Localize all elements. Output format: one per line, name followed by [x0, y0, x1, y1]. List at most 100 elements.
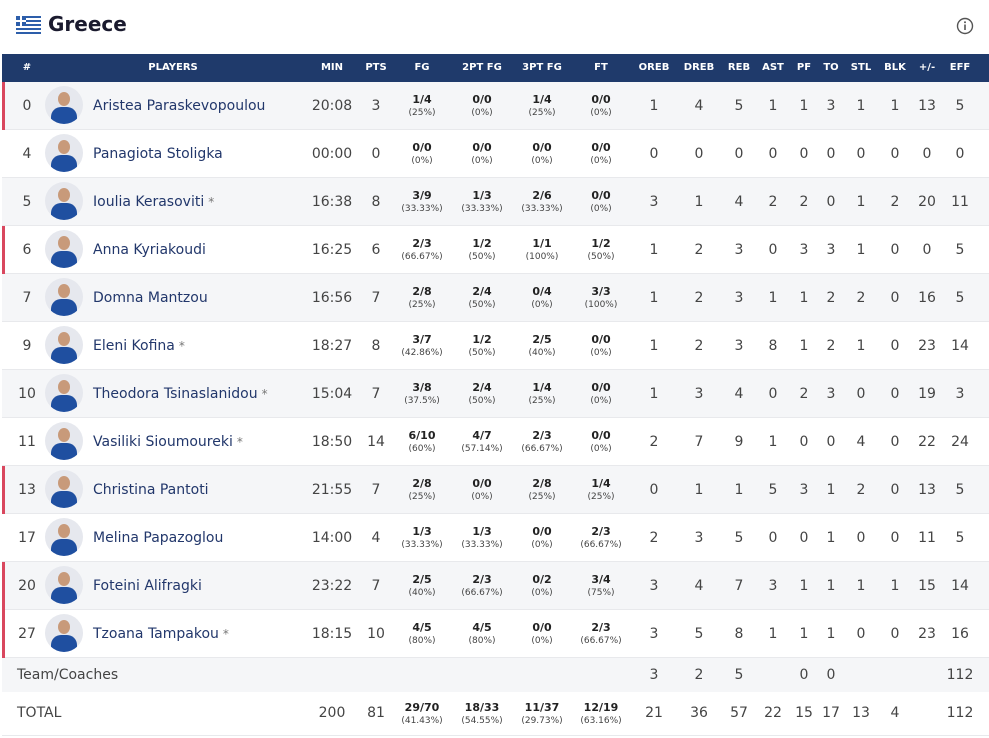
shooting-cell: 2/6 (33.33%) — [521, 189, 562, 215]
shooting-cell: 12/19 (63.16%) — [580, 701, 621, 727]
percentage: (33.33%) — [521, 204, 563, 214]
avatar-head — [58, 140, 70, 154]
name-text[interactable]: Domna Mantzou — [93, 290, 208, 306]
stat-cell: 8 — [768, 338, 778, 354]
stat-cell: 16:38 — [311, 194, 353, 210]
shooting-cell: 1/3 (33.33%) — [461, 525, 502, 551]
stat-cell: 0 — [799, 667, 809, 683]
shooting-cell: 0/0 (0%) — [590, 141, 611, 167]
name-text[interactable]: Anna Kyriakoudi — [93, 242, 206, 258]
stat-cell: 00:00 — [311, 146, 353, 162]
stat-cell: 3 — [649, 194, 659, 210]
shooting-cell: 4/7 (57.14%) — [461, 429, 502, 455]
stat-cell: 5 — [955, 530, 965, 546]
made-attempted: 2/6 — [532, 189, 552, 202]
percentage: (33.33%) — [461, 540, 503, 550]
stat-cell: 11 — [918, 530, 936, 546]
shooting-cell: 0/0 (0%) — [471, 93, 492, 119]
shooting-cell: 3/7 (42.86%) — [401, 333, 442, 359]
stat-cell: 10 — [367, 626, 385, 642]
avatar-head — [58, 92, 70, 106]
stat-cell: 3 — [734, 242, 744, 258]
percentage: (25%) — [528, 108, 556, 118]
name-text[interactable]: Foteini Alifragki — [93, 578, 202, 594]
shooting-cell: 4/5 (80%) — [468, 621, 495, 647]
made-attempted: 1/4 — [591, 477, 611, 490]
shooting-cell: 2/3 (66.67%) — [461, 573, 502, 599]
name-text[interactable]: Eleni Kofina — [93, 338, 175, 354]
shooting-cell: 4/5 (80%) — [408, 621, 435, 647]
stat-cell: 2 — [694, 242, 704, 258]
made-attempted: 0/0 — [591, 141, 611, 154]
percentage: (0%) — [531, 300, 553, 310]
percentage: (25%) — [587, 492, 615, 502]
shooting-cell: 1/2 (50%) — [587, 237, 614, 263]
made-attempted: 3/4 — [591, 573, 611, 586]
made-attempted: 0/0 — [591, 93, 611, 106]
stat-cell: 0 — [734, 146, 744, 162]
player-avatar — [45, 566, 83, 604]
shooting-cell: 0/0 (0%) — [590, 189, 611, 215]
shooting-cell: 1/4 (25%) — [587, 477, 614, 503]
made-attempted: 1/2 — [472, 333, 492, 346]
percentage: (66.67%) — [521, 444, 563, 454]
name-text[interactable]: Ioulia Kerasoviti — [93, 194, 205, 210]
made-attempted: 3/7 — [412, 333, 432, 346]
name-text[interactable]: Melina Papazoglou — [93, 530, 224, 546]
percentage: (54.55%) — [461, 715, 503, 726]
name-text[interactable]: Aristea Paraskevopoulou — [93, 98, 266, 114]
jersey-number: 17 — [18, 530, 36, 546]
stat-cell: 7 — [371, 386, 381, 402]
avatar-body — [51, 635, 77, 652]
avatar-body — [51, 155, 77, 172]
stat-cell: 0 — [799, 434, 809, 450]
name-text[interactable]: Tzoana Tampakou — [93, 626, 219, 642]
percentage: (33.33%) — [461, 204, 503, 214]
column-header: FG — [414, 62, 430, 73]
team-title: Greece — [48, 12, 127, 36]
shooting-cell: 3/9 (33.33%) — [401, 189, 442, 215]
stat-cell: 24 — [951, 434, 969, 450]
percentage: (50%) — [468, 348, 496, 358]
stat-cell: 14 — [951, 578, 969, 594]
player-row: 17 Melina Papazoglou 14:00 4 1/3 (33.33%) 1/3 (… — [2, 514, 989, 562]
jersey-number: 9 — [22, 338, 32, 354]
player-avatar — [45, 518, 83, 556]
player-name: Eleni Kofina * — [93, 322, 185, 370]
made-attempted: 1/2 — [472, 237, 492, 250]
player-avatar — [45, 182, 83, 220]
stat-cell: 23 — [918, 626, 936, 642]
stat-cell: 2 — [799, 386, 809, 402]
name-text[interactable]: Panagiota Stoligka — [93, 146, 223, 162]
percentage: (25%) — [408, 108, 436, 118]
stat-cell: 81 — [367, 705, 385, 721]
info-icon[interactable] — [956, 17, 974, 35]
stat-cell: 2 — [856, 482, 866, 498]
stat-cell: 4 — [890, 705, 900, 721]
name-text[interactable]: Vasiliki Sioumoureki — [93, 434, 233, 450]
shooting-cell: 1/4 (25%) — [408, 93, 435, 119]
shooting-cell: 29/70 (41.43%) — [401, 701, 442, 727]
made-attempted: 2/4 — [472, 285, 492, 298]
stat-cell: 112 — [946, 705, 974, 721]
name-text[interactable]: Christina Pantoti — [93, 482, 209, 498]
stat-cell: 2 — [856, 290, 866, 306]
stat-cell: 57 — [730, 705, 748, 721]
jersey-number: 7 — [22, 290, 32, 306]
shooting-cell: 3/8 (37.5%) — [404, 381, 440, 407]
starter-marker — [2, 466, 5, 514]
name-flag: * — [222, 627, 229, 641]
percentage: (25%) — [528, 396, 556, 406]
stat-cell: 1 — [694, 194, 704, 210]
player-row: 6 Anna Kyriakoudi 16:25 6 2/3 (66.67%) 1/2 (50%… — [2, 226, 989, 274]
stat-cell: 0 — [922, 146, 932, 162]
stat-cell: 0 — [768, 146, 778, 162]
percentage: (50%) — [468, 396, 496, 406]
name-text[interactable]: Theodora Tsinaslanidou — [93, 386, 258, 402]
team-row: Team/Coaches 3 2 5 0 0 112 — [2, 658, 989, 692]
avatar-body — [51, 347, 77, 364]
stat-cell: 0 — [799, 146, 809, 162]
made-attempted: 0/0 — [591, 429, 611, 442]
stat-cell: 16:56 — [311, 290, 353, 306]
player-avatar — [45, 470, 83, 508]
